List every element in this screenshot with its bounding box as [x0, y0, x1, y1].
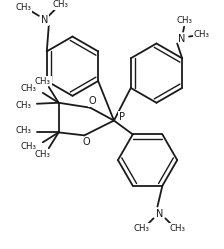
Text: CH₃: CH₃	[15, 126, 31, 135]
Text: CH₃: CH₃	[15, 101, 31, 110]
Text: CH₃: CH₃	[15, 3, 31, 12]
Text: O: O	[88, 96, 96, 106]
Text: CH₃: CH₃	[53, 0, 69, 9]
Text: N: N	[156, 209, 163, 219]
Text: CH₃: CH₃	[176, 16, 192, 25]
Text: P: P	[119, 112, 125, 122]
Text: CH₃: CH₃	[35, 76, 51, 85]
Text: CH₃: CH₃	[169, 224, 185, 233]
Text: N: N	[179, 34, 186, 44]
Text: CH₃: CH₃	[134, 224, 150, 233]
Text: CH₃: CH₃	[21, 142, 37, 151]
Text: CH₃: CH₃	[21, 84, 37, 93]
Text: N: N	[41, 15, 48, 25]
Text: CH₃: CH₃	[194, 30, 210, 39]
Text: O: O	[82, 137, 90, 147]
Text: CH₃: CH₃	[35, 150, 51, 159]
